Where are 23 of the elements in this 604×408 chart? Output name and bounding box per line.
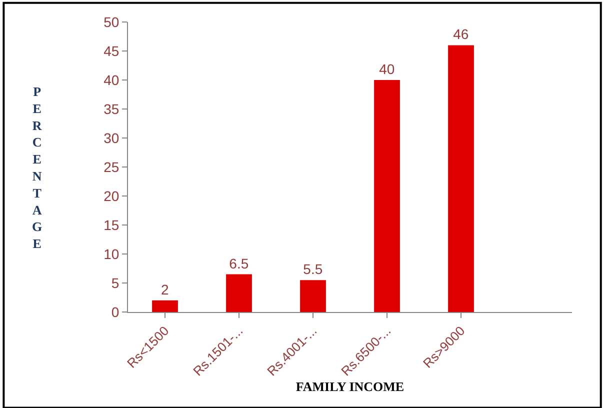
x-axis-title: FAMILY INCOME — [296, 378, 404, 394]
y-tick-label: 10 — [104, 246, 120, 262]
bar — [300, 280, 326, 312]
y-tick-label: 40 — [104, 72, 120, 88]
bar — [152, 300, 178, 312]
y-tick-label: 50 — [104, 14, 120, 30]
y-tick-label: 15 — [104, 216, 120, 233]
y-tick-label: 5 — [111, 274, 120, 291]
data-label: 40 — [379, 61, 395, 77]
data-label: 2 — [161, 281, 169, 298]
data-label: 5.5 — [303, 261, 323, 278]
y-tick-label: 0 — [111, 304, 120, 320]
data-label: 6.5 — [229, 255, 249, 272]
y-tick-label: 30 — [104, 130, 120, 146]
y-tick-label: 25 — [104, 158, 120, 175]
y-tick-label: 45 — [104, 42, 120, 59]
text: PERCENTAGE — [32, 84, 42, 252]
y-tick-label: 20 — [104, 188, 120, 204]
data-label: 46 — [453, 26, 469, 42]
y-tick-label: 35 — [104, 100, 120, 117]
bar — [226, 274, 252, 312]
bar — [448, 45, 474, 312]
bar — [374, 80, 400, 312]
